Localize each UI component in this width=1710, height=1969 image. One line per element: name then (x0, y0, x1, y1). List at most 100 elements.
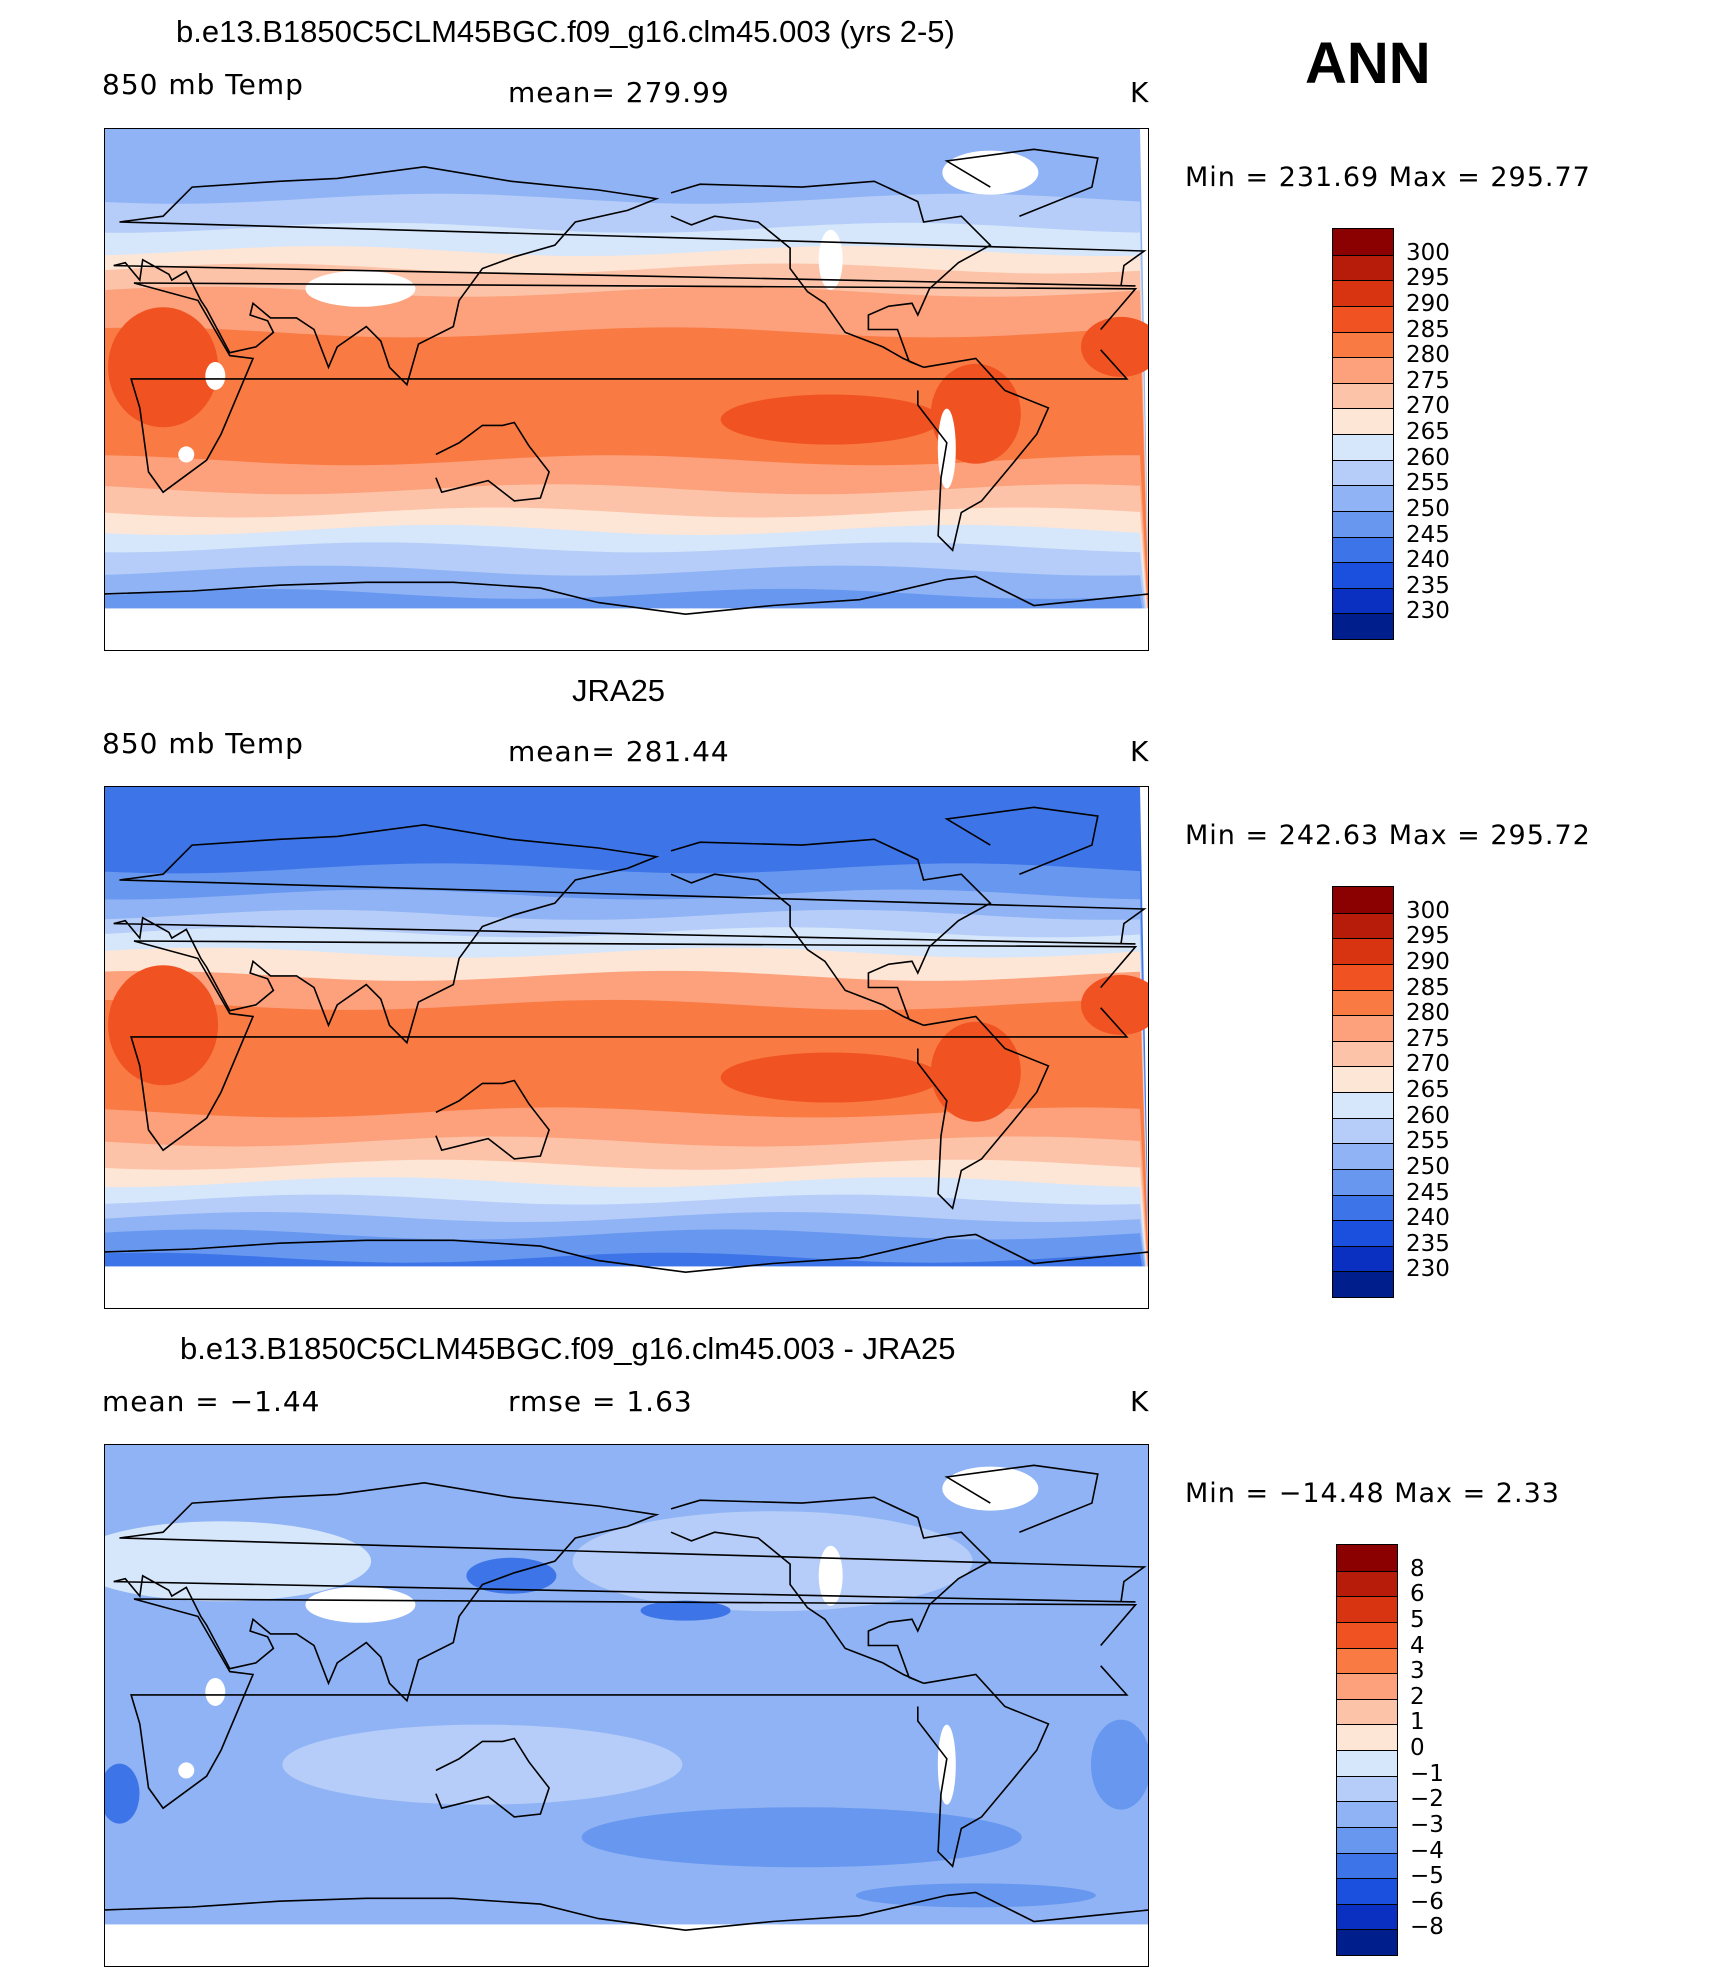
colorbar-tick-label: 265 (1406, 419, 1450, 445)
map-canvas (105, 787, 1148, 1308)
colorbar-tick-label: −3 (1410, 1811, 1444, 1838)
colorbar-swatch (1337, 1570, 1397, 1597)
panel-1-map (104, 128, 1149, 651)
colorbar-swatch (1333, 229, 1393, 255)
contour-region (720, 394, 941, 445)
contour-region (930, 1021, 1021, 1122)
panel-2-mean-label: mean= 281.44 (508, 735, 730, 768)
coastline (944, 806, 1099, 875)
coastline (670, 838, 992, 1027)
panel-2-units: K (1130, 735, 1150, 768)
missing-data-region (205, 361, 226, 390)
coastline (130, 1598, 1138, 1810)
coastline (916, 1673, 1050, 1868)
colorbar-swatch (1337, 1878, 1397, 1904)
colorbar-swatch (1337, 1852, 1397, 1879)
colorbar-tick-label: 275 (1406, 1025, 1450, 1052)
panel-2-variable-label: 850 mb Temp (102, 727, 304, 760)
colorbar-swatch (1337, 1698, 1397, 1725)
panel-1-colorbar (1332, 228, 1394, 640)
colorbar-swatch (1333, 562, 1393, 588)
colorbar-tick-label: 250 (1406, 1153, 1450, 1180)
panel-2-colorbar (1332, 886, 1394, 1298)
panel-1-variable-label: 850 mb Temp (102, 68, 304, 101)
colorbar-tick-label: 250 (1406, 495, 1450, 522)
colorbar-tick-label: 300 (1406, 239, 1450, 266)
missing-data-region (105, 1924, 1148, 1966)
colorbar-tick-label: 245 (1406, 521, 1450, 548)
panel-3-mean-label: mean = −1.44 (102, 1385, 321, 1418)
colorbar-swatch (1333, 989, 1393, 1016)
colorbar-tick-label: 290 (1406, 290, 1450, 317)
colorbar-tick-label: −4 (1410, 1837, 1444, 1864)
missing-data-region (818, 1545, 843, 1606)
colorbar-swatch (1337, 1596, 1397, 1622)
colorbar-tick-label: 255 (1406, 1128, 1450, 1155)
colorbar-tick-label: 1 (1410, 1709, 1425, 1736)
colorbar-swatch (1333, 331, 1393, 358)
colorbar-swatch (1333, 485, 1393, 511)
colorbar-tick-label: 8 (1410, 1555, 1425, 1582)
colorbar-tick-label: 300 (1406, 897, 1450, 924)
coastline (435, 1079, 550, 1160)
colorbar-swatch (1337, 1621, 1397, 1648)
contour-region (105, 1763, 140, 1824)
colorbar-tick-label: 0 (1410, 1735, 1425, 1761)
colorbar-swatch (1337, 1647, 1397, 1674)
colorbar-tick-label: −5 (1410, 1863, 1444, 1890)
colorbar-tick-label: 230 (1406, 1256, 1450, 1283)
coastline (105, 1233, 1148, 1274)
missing-data-region (942, 1466, 1039, 1511)
panel-1-mean-label: mean= 279.99 (508, 76, 730, 109)
panel-2-minmax: Min = 242.63 Max = 295.72 (1185, 820, 1591, 851)
colorbar-swatch (1337, 1929, 1397, 1955)
contour-region (581, 1807, 1022, 1868)
colorbar-swatch (1333, 1245, 1393, 1272)
colorbar-swatch (1333, 1143, 1393, 1169)
colorbar-tick-label: 295 (1406, 923, 1450, 950)
colorbar-tick-label: 6 (1410, 1581, 1425, 1608)
map-canvas (105, 129, 1148, 650)
contour-region (282, 1724, 683, 1805)
colorbar-swatch (1333, 280, 1393, 306)
colorbar-swatch (1333, 382, 1393, 409)
colorbar-swatch (1337, 1673, 1397, 1699)
colorbar-tick-label: 275 (1406, 367, 1450, 394)
coastline (944, 1464, 1099, 1533)
colorbar-swatch (1333, 613, 1393, 639)
colorbar-swatch (1333, 587, 1393, 614)
coastline (113, 1481, 1147, 1703)
missing-data-region (818, 229, 843, 290)
colorbar-swatch (1333, 510, 1393, 537)
coastline (435, 421, 550, 502)
panel-3-minmax: Min = −14.48 Max = 2.33 (1185, 1478, 1560, 1509)
colorbar-swatch (1333, 434, 1393, 460)
coastline (670, 180, 992, 369)
colorbar-tick-label: 280 (1406, 1000, 1450, 1027)
coastline (916, 357, 1050, 552)
colorbar-swatch (1333, 1040, 1393, 1067)
colorbar-tick-label: 4 (1410, 1632, 1425, 1659)
colorbar-tick-label: −6 (1410, 1888, 1444, 1915)
colorbar-tick-label: −1 (1410, 1760, 1444, 1787)
colorbar-tick-label: 5 (1410, 1606, 1425, 1633)
colorbar-swatch (1333, 1092, 1393, 1118)
missing-data-region (105, 1266, 1148, 1308)
colorbar-swatch (1333, 254, 1393, 281)
colorbar-swatch (1333, 459, 1393, 486)
colorbar-swatch (1333, 1117, 1393, 1144)
missing-data-region (178, 1762, 195, 1779)
colorbar-swatch (1337, 1750, 1397, 1776)
contour-region (1080, 316, 1148, 377)
panel-2-map (104, 786, 1149, 1309)
colorbar-swatch (1333, 912, 1393, 939)
contour-region (855, 1883, 1096, 1908)
coastline (944, 148, 1099, 217)
colorbar-tick-label: 280 (1406, 342, 1450, 369)
contour-region (1080, 974, 1148, 1035)
colorbar-swatch (1333, 305, 1393, 332)
colorbar-tick-label: 3 (1410, 1658, 1425, 1685)
colorbar-swatch (1333, 1194, 1393, 1221)
contour-region (640, 1600, 731, 1621)
panel-3-colorbar (1336, 1544, 1398, 1956)
